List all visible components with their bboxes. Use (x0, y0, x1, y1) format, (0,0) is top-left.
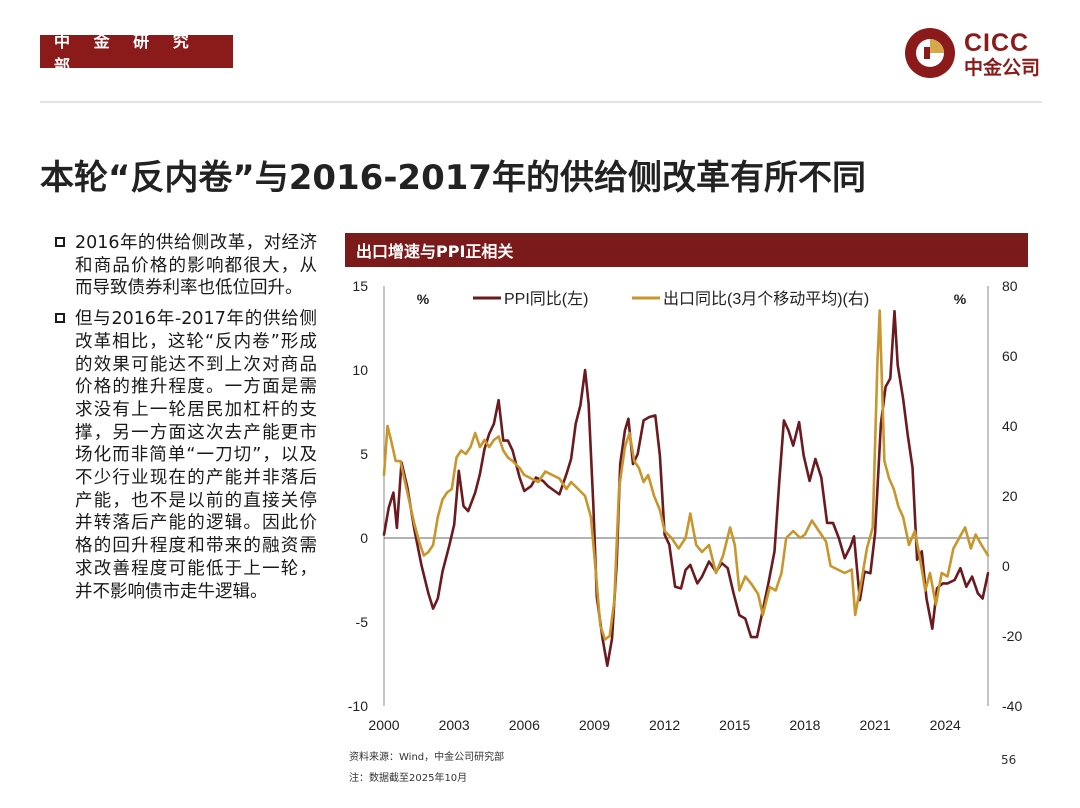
series-line-export (382, 309, 990, 641)
cicc-logo: CICC 中金公司 (902, 24, 1052, 80)
x-tick-label: 2024 (930, 717, 961, 733)
axes-layer: -10 -5 0 5 10 15 -40 -20 0 20 40 60 80 2000 2003 2006 20… (348, 278, 1023, 733)
x-tick-label: 2018 (789, 717, 820, 733)
x-tick-label: 2015 (719, 717, 750, 733)
date-note: 注：数据截至2025年10月 (349, 773, 468, 784)
left-tick-label: 5 (360, 446, 368, 462)
legend-label: PPI同比(左) (504, 290, 588, 308)
bullet-text: 2016年的供给侧改革，对经济和商品价格的影响都很大，从而导致债券利率也低位回升… (75, 233, 317, 299)
page-number: 56 (1001, 753, 1017, 767)
line-chart: -10 -5 0 5 10 15 -40 -20 0 20 40 60 80 2000 2003 2006 20… (348, 278, 1023, 733)
x-tick-label: 2006 (509, 717, 540, 733)
chart-header: 出口增速与PPI正相关 (345, 233, 1028, 267)
logo-text-cn: 中金公司 (964, 57, 1041, 79)
series-line-ppi (382, 309, 990, 667)
x-tick-label: 2021 (859, 717, 890, 733)
right-tick-label: 0 (1002, 558, 1010, 574)
legend-label: 出口同比(3月个移动平均)(右) (663, 290, 869, 308)
cicc-logo-icon (905, 28, 955, 78)
x-tick-label: 2000 (368, 717, 399, 733)
bullet-item: 2016年的供给侧改革，对经济和商品价格的影响都很大，从而导致债券利率也低位回升… (55, 232, 317, 300)
left-tick-label: -5 (356, 614, 369, 630)
left-tick-label: 10 (352, 362, 368, 378)
x-tick-label: 2012 (649, 717, 680, 733)
left-tick-label: 15 (352, 278, 368, 294)
x-tick-label: 2003 (439, 717, 470, 733)
x-tick-label: 2009 (579, 717, 610, 733)
right-tick-label: -40 (1002, 698, 1022, 714)
header-divider (40, 101, 1042, 103)
logo-text-en: CICC (964, 29, 1030, 57)
right-tick-label: 80 (1002, 278, 1018, 294)
right-axis-unit: % (954, 291, 967, 307)
series-layer (382, 309, 990, 667)
bullet-list: 2016年的供给侧改革，对经济和商品价格的影响都很大，从而导致债券利率也低位回升… (55, 232, 317, 611)
bullet-item: 但与2016年-2017年的供给侧改革相比，这轮“反内卷”形成的效果可能达不到上… (55, 308, 317, 603)
source-note: 资料来源：Wind，中金公司研究部 (349, 752, 505, 763)
left-axis-unit: % (417, 291, 430, 307)
department-tag: 中 金 研 究 部 (40, 32, 233, 75)
right-tick-label: 40 (1002, 418, 1018, 434)
right-tick-label: -20 (1002, 628, 1022, 644)
left-tick-label: -10 (348, 698, 368, 714)
bullet-text: 但与2016年-2017年的供给侧改革相比，这轮“反内卷”形成的效果可能达不到上… (75, 309, 317, 602)
slide-title: 本轮“反内卷”与2016-2017年的供给侧改革有所不同 (40, 158, 867, 198)
legend-layer: PPI同比(左) 出口同比(3月个移动平均)(右) (473, 290, 869, 308)
bullet-square-icon (55, 237, 65, 247)
left-tick-label: 0 (360, 530, 368, 546)
right-tick-label: 60 (1002, 348, 1018, 364)
bullet-square-icon (55, 313, 65, 324)
right-tick-label: 20 (1002, 488, 1018, 504)
